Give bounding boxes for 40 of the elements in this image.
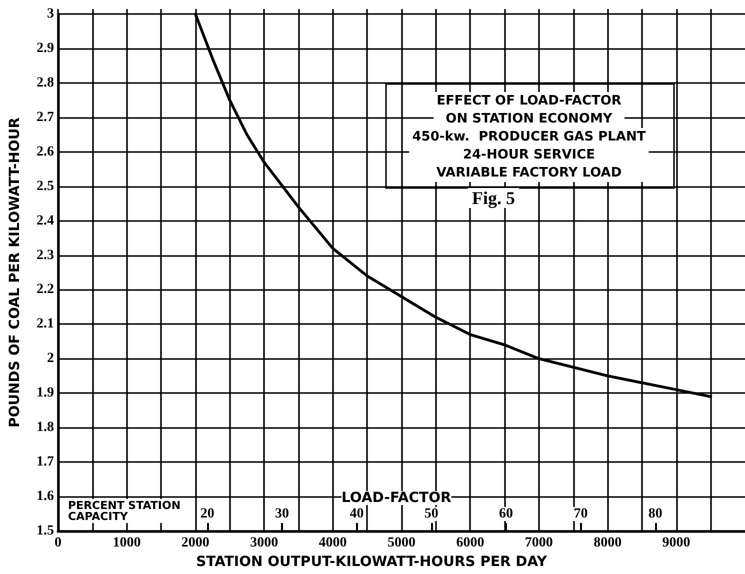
x2-axis-title: LOAD-FACTOR [342,490,452,506]
x-tick-label: 9000 [662,536,690,550]
x2-tick-label: 60 [499,506,514,522]
y-axis-title: POUNDS OF COAL PER KILOWATT-HOUR [7,117,23,428]
x2-tick-label: 80 [648,506,662,522]
x-tick-label: 0 [54,536,62,550]
y-tick-label: 2.7 [36,110,54,125]
y-tick-label: 1.8 [36,420,54,436]
y-tick-label: 2.6 [36,144,54,160]
y-tick-label: 2.9 [36,40,54,56]
text: EFFECT OF LOAD-FACTOR ON STATION ECONOMY [436,94,622,126]
annotation: PERCENT STATION CAPACITY [68,499,184,523]
y-tick-label: 1.9 [36,386,54,401]
y-tick-label: 1.7 [36,454,54,470]
x2-tick-label: 30 [275,506,290,522]
x-tick-label: 8000 [594,536,622,550]
y-tick-label: 2.2 [36,282,54,298]
x2-tick-label: 50 [424,506,438,522]
x-tick-label: 1000 [112,536,141,550]
y-tick-label: 2.4 [36,213,54,228]
y-tick-label: 3 [47,6,54,22]
annotation: Fig. 5 [472,188,515,208]
y-tick-label: 2 [47,351,54,366]
x2-tick-label: 40 [350,506,364,522]
x-tick-label: 5000 [388,536,416,550]
y-tick-label: 2.1 [36,316,54,332]
x-tick-label: 3000 [250,536,278,550]
y-tick-label: 2.3 [36,248,54,263]
text: 450-kw. PRODUCER GAS PLANT 24-HOUR SERVICE VARIABLE FACTORY LOAD [412,130,646,180]
x2-tick-label: 20 [200,506,214,522]
x-tick-label: 2000 [181,536,210,550]
x-tick-label: 4000 [318,536,347,550]
y-tick-label: 2.8 [36,75,54,90]
y-tick-label: 2.5 [36,178,54,194]
y-tick-label: 1.6 [36,489,54,504]
x-axis-title: STATION OUTPUT-KILOWATT-HOURS PER DAY [196,554,548,570]
x-tick-label: 6000 [456,536,484,550]
x2-tick-label: 70 [574,506,588,522]
y-tick-label: 1.5 [36,524,54,538]
x-tick-label: 7000 [524,536,553,550]
